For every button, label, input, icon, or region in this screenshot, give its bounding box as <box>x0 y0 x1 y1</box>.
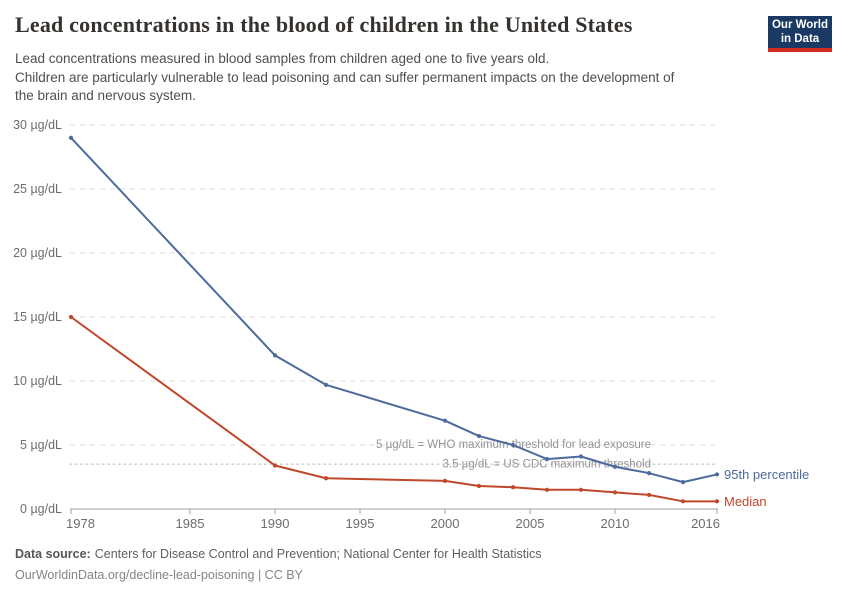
x-tick-label: 2005 <box>516 516 545 531</box>
owid-logo-line2: in Data <box>780 33 820 45</box>
data-point[interactable] <box>578 454 584 459</box>
x-tick-label: 1995 <box>346 516 375 531</box>
data-point[interactable] <box>476 483 482 489</box>
x-tick-label: 2000 <box>431 516 460 531</box>
data-point[interactable] <box>680 480 686 485</box>
data-point[interactable] <box>68 135 74 140</box>
data-source-line: Data source: Centers for Disease Control … <box>15 544 835 565</box>
data-point[interactable] <box>272 463 278 468</box>
series-line-95th-percentile[interactable] <box>70 136 718 484</box>
data-source-label: Data source: <box>15 547 91 561</box>
data-point[interactable] <box>510 485 516 490</box>
x-tick-label: 1985 <box>176 516 205 531</box>
data-point[interactable] <box>680 499 686 504</box>
data-point[interactable] <box>646 471 652 476</box>
data-point[interactable] <box>544 487 550 492</box>
y-tick-label: 0 µg/dL <box>20 502 62 516</box>
y-tick-label: 5 µg/dL <box>20 438 62 452</box>
y-tick-label: 25 µg/dL <box>13 182 62 196</box>
data-source-text: Centers for Disease Control and Preventi… <box>94 547 542 561</box>
series-line-median[interactable] <box>70 316 718 503</box>
data-point[interactable] <box>510 442 516 448</box>
attribution-line[interactable]: OurWorldinData.org/decline-lead-poisonin… <box>15 568 303 582</box>
y-tick-label: 30 µg/dL <box>13 118 62 132</box>
y-tick-label: 15 µg/dL <box>13 310 62 324</box>
data-point[interactable] <box>68 314 74 320</box>
data-point[interactable] <box>544 456 550 462</box>
data-point[interactable] <box>476 433 482 439</box>
x-tick-label: 1978 <box>66 516 95 531</box>
data-point[interactable] <box>612 464 618 469</box>
series-end-label[interactable]: 95th percentile <box>724 467 809 482</box>
owid-logo-line1: Our World <box>771 19 828 31</box>
series-end-label[interactable]: Median <box>724 494 767 509</box>
data-point[interactable] <box>714 499 720 504</box>
owid-logo[interactable]: Our World in Data <box>768 16 832 52</box>
y-tick-label: 20 µg/dL <box>13 246 62 260</box>
data-point[interactable] <box>442 418 448 423</box>
data-point[interactable] <box>323 476 329 481</box>
data-point[interactable] <box>612 490 618 495</box>
chart-footer: Data source: Centers for Disease Control … <box>15 544 835 586</box>
y-tick-label: 10 µg/dL <box>13 374 62 388</box>
x-tick-label: 2010 <box>601 516 630 531</box>
data-point[interactable] <box>323 382 329 387</box>
x-tick-label: 2016 <box>691 516 720 531</box>
chart-subtitle: Lead concentrations measured in blood sa… <box>15 51 675 104</box>
data-point[interactable] <box>578 487 584 492</box>
data-point[interactable] <box>714 472 720 477</box>
data-point[interactable] <box>646 492 652 498</box>
x-tick-label: 1990 <box>261 516 290 531</box>
data-point[interactable] <box>272 353 278 358</box>
data-point[interactable] <box>442 478 448 483</box>
page-title: Lead concentrations in the blood of chil… <box>15 12 633 37</box>
